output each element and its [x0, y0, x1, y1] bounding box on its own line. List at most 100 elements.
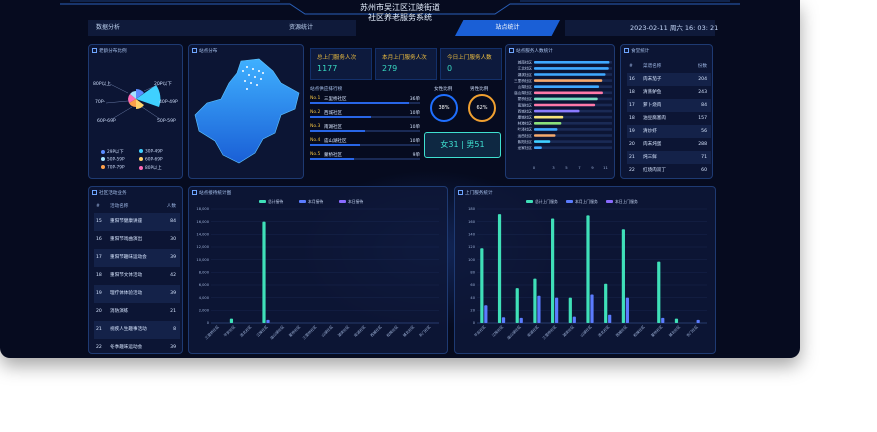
- x-tick-label: 山湖社区: [579, 324, 593, 338]
- bar-mark: [674, 318, 679, 323]
- y-tick-label: 20: [470, 309, 475, 313]
- service-tick-label: 0: [533, 165, 536, 170]
- service-bar: [534, 91, 603, 95]
- service-bar-label: 蒙桥社区: [518, 96, 533, 101]
- row-count: 288: [698, 142, 707, 147]
- service-bar-track: [534, 128, 612, 131]
- col-index-header: #: [629, 64, 633, 69]
- x-tick-label: 运北社区: [239, 324, 253, 338]
- rank-count: 9单: [412, 153, 420, 158]
- table-row[interactable]: 17 萝卜烧肉 84: [627, 99, 711, 112]
- bar-mark: [586, 215, 590, 323]
- female-ratio-value: 38%: [438, 105, 450, 111]
- row-name: 肉末茄子: [643, 77, 662, 82]
- panel-title: 老龄分布比例: [99, 49, 127, 54]
- service-bars-chart: 城南社区 江北社区 湖滨社区 三里桥社区 山湖社区 庙山湖社区 蒙桥社区 南湖社区 西城社区 康城…: [506, 45, 616, 180]
- rank-name: 庙山湖社区: [324, 139, 347, 144]
- row-index: 19: [96, 291, 102, 296]
- stat-today-visits: 今日上门服务人数 0: [440, 48, 502, 80]
- service-bar: [534, 140, 551, 143]
- legend-label: 60P-69P: [145, 157, 163, 163]
- service-bars-svg: 城南社区江北社区湖滨社区三里桥社区山湖社区庙山湖社区蒙桥社区南湖社区西城社区康城…: [514, 60, 612, 170]
- bar-mark: [551, 218, 555, 323]
- service-bar-track: [534, 140, 612, 143]
- ranking-row: No.3 南湖社区 10单: [310, 124, 420, 138]
- rank-count: 10单: [409, 139, 420, 144]
- row-count: 157: [698, 116, 707, 121]
- rank-name: 三里桥社区: [324, 97, 347, 102]
- rank-name: 南湖社区: [324, 125, 342, 130]
- x-tick-label: 蒙桥社区: [288, 324, 302, 338]
- stat-value: 279: [382, 64, 398, 73]
- stat-label: 今日上门服务人数: [447, 55, 492, 61]
- rank-count: 36单: [409, 97, 420, 102]
- y-tick-label: 40: [470, 296, 475, 300]
- home-service-bar-chart: 总计上门服务 本月上门服务 本日上门服务 0 20 40 60 80 100 120 140 160 1…: [455, 187, 717, 355]
- row-count: 243: [698, 90, 707, 95]
- site-map-panel: 站点分布: [188, 44, 304, 179]
- x-tick-label: 江陵社区: [255, 324, 269, 338]
- service-bar-track: [534, 122, 612, 125]
- bar-mark: [501, 317, 506, 323]
- row-name: 理疗体体验活动: [110, 291, 143, 296]
- tab-right-spacer: [565, 20, 715, 36]
- table-row[interactable]: 20 肉末炖蛋 288: [627, 138, 711, 151]
- bar-mark: [604, 283, 608, 323]
- reception-bar-chart: 总计接待 本月接待 本日接待 0 2,000 4,000 6,000 8,000 10,000 1…: [189, 187, 449, 355]
- table-row[interactable]: 21 炖三鲜 71: [627, 151, 711, 164]
- bar-mark: [657, 261, 661, 323]
- table-row[interactable]: 18 重阳节文体活动 42: [94, 267, 180, 285]
- tab-data-analysis[interactable]: 数据分析: [88, 20, 246, 36]
- panel-title-icon: [509, 48, 514, 53]
- table-row[interactable]: 22 红烧肉双丁 60: [627, 164, 711, 177]
- row-name: 重阳节健康讲座: [110, 219, 143, 224]
- service-bar-label: 龙家社区: [518, 145, 533, 150]
- panel-title: 站点分布: [199, 49, 218, 54]
- service-bar: [534, 109, 580, 113]
- table-row[interactable]: 16 重阳节戏曲演出 30: [94, 231, 180, 249]
- table-row[interactable]: 17 重阳节趣味运动会 39: [94, 249, 180, 267]
- tab-site-stats[interactable]: 站点统计: [455, 20, 560, 36]
- table-row[interactable]: 16 肉末茄子 204: [627, 73, 711, 86]
- row-count: 39: [170, 291, 176, 296]
- row-count: 39: [170, 255, 176, 260]
- activity-panel: 社区活动业务 # 活动名称 人数 15 重阳节健康讲座 84 16 重阳节戏曲演出 30 17 重阳…: [88, 186, 183, 354]
- legend-label: 总计接待: [268, 199, 283, 204]
- rank-track: [310, 130, 420, 132]
- table-row[interactable]: 22 冬季趣味运动会 39: [94, 339, 180, 357]
- table-row[interactable]: 18 清蒸鲈鱼 243: [627, 86, 711, 99]
- service-bar: [534, 115, 564, 119]
- row-index: 17: [96, 255, 102, 260]
- bar-mark: [262, 221, 266, 323]
- ranking-title: 站点供应排行榜: [310, 87, 343, 92]
- table-row[interactable]: 19 理疗体体验活动 39: [94, 285, 180, 303]
- x-tick-label: 城北社区: [667, 324, 681, 338]
- service-bar: [534, 122, 562, 125]
- table-row[interactable]: 19 清炒虾 56: [627, 125, 711, 138]
- title-line-2: 社区养老服务系统: [368, 13, 432, 22]
- panel-title-icon: [92, 190, 97, 195]
- y-tick-label: 60: [470, 283, 475, 287]
- bar-mark: [537, 295, 541, 323]
- bar-chart-svg: 总计上门服务 本月上门服务 本日上门服务 0 20 40 60 80 100 120 140 160 1…: [468, 199, 707, 340]
- row-name: 冬季趣味运动会: [110, 345, 143, 350]
- y-tick-label: 0: [207, 321, 210, 325]
- table-row[interactable]: 21 视疾人生趣事活动 8: [94, 321, 180, 339]
- rank-count: 10单: [409, 111, 420, 116]
- bar-chart-svg: 总计接待 本月接待 本日接待 0 2,000 4,000 6,000 8,000 10,000 1…: [196, 199, 439, 340]
- y-tick-label: 16,000: [196, 220, 209, 224]
- row-name: 炖三鲜: [643, 155, 657, 160]
- tab-resource-stats[interactable]: 资源统计: [246, 20, 356, 36]
- header-bar: 苏州市吴江区江陵街道 社区养老服务系统 数据分析 资源统计 站点统计 2023-…: [0, 0, 800, 38]
- service-bar-label: 湖滨社区: [518, 72, 533, 77]
- table-row[interactable]: 20 消防演练 21: [94, 303, 180, 321]
- table-row[interactable]: 18 油豆腐塞肉 157: [627, 112, 711, 125]
- rank-number: No.3: [310, 124, 321, 129]
- y-tick-label: 2,000: [199, 309, 210, 313]
- table-row[interactable]: 15 重阳节健康讲座 84: [94, 213, 180, 231]
- service-bar: [534, 61, 610, 64]
- panel-title-icon: [92, 48, 97, 53]
- row-index: 18: [629, 116, 635, 121]
- service-bar-label: 江北社区: [518, 66, 533, 71]
- legend-label: 总计上门服务: [535, 199, 558, 204]
